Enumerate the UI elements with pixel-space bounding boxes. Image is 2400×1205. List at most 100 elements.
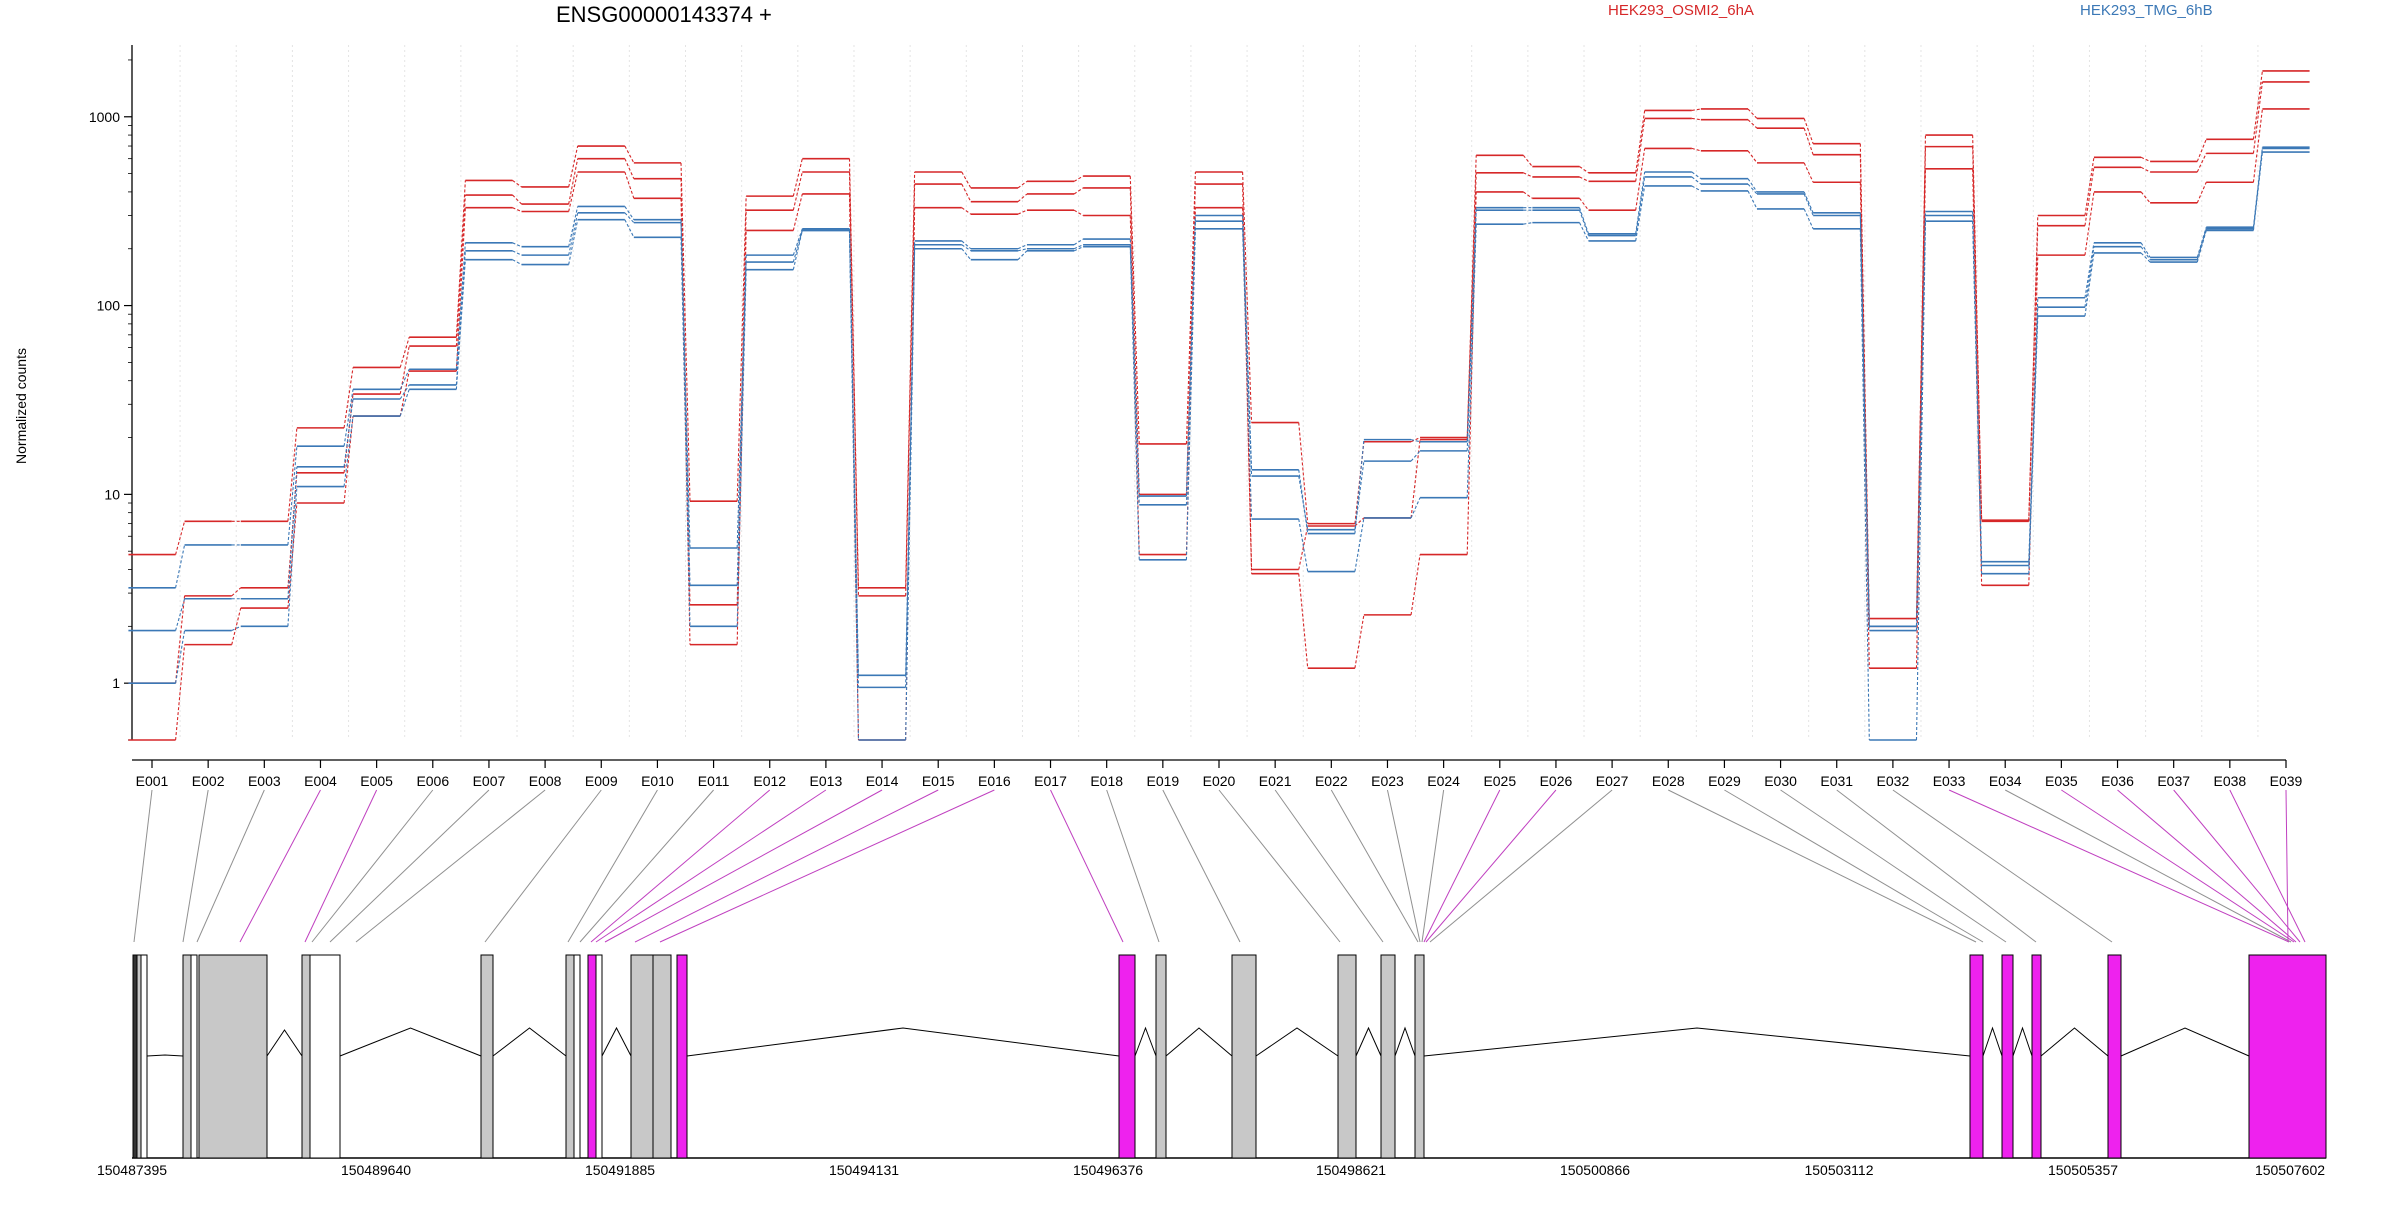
data-connector xyxy=(343,398,354,467)
grid-lines xyxy=(179,45,2259,740)
data-connector xyxy=(1298,475,1309,530)
data-connector xyxy=(2028,316,2039,574)
data-connector xyxy=(624,145,635,164)
data-connector xyxy=(680,162,691,502)
exon-connector-line xyxy=(604,789,883,943)
data-connector xyxy=(1073,238,1084,246)
exon-connector-line xyxy=(1423,789,1501,943)
x-tick-label: E027 xyxy=(1596,773,1629,789)
data-connector xyxy=(568,212,579,256)
data-connector xyxy=(1522,154,1533,167)
data-connector xyxy=(343,367,354,428)
data-connector xyxy=(792,171,803,211)
data-connector xyxy=(2140,246,2151,261)
data-connector xyxy=(961,244,972,252)
exon-connector-line xyxy=(2173,789,2301,943)
data-connector xyxy=(1747,178,1758,193)
data-connector xyxy=(399,337,410,368)
exon-connector-line xyxy=(1330,789,1419,943)
data-connector xyxy=(231,607,242,645)
data-connector xyxy=(624,158,635,179)
data-connector xyxy=(1691,176,1702,185)
data-connector xyxy=(1859,154,1870,627)
data-connector xyxy=(399,346,410,395)
data-connector xyxy=(961,207,972,215)
data-connector xyxy=(961,248,972,261)
exon-connector-line xyxy=(329,789,490,943)
data-connector xyxy=(1635,118,1646,182)
coordinate-label: 150494131 xyxy=(829,1162,899,1178)
x-tick-label: E036 xyxy=(2101,773,2134,789)
data-connector xyxy=(455,195,466,347)
x-tick-label: E039 xyxy=(2270,773,2303,789)
exon-block xyxy=(1337,954,1357,1159)
exon-connector-line xyxy=(1668,789,1977,943)
data-connector xyxy=(2196,139,2207,162)
data-connector xyxy=(399,389,410,417)
exon-block xyxy=(565,954,575,1159)
y-tick-label: 100 xyxy=(97,298,121,314)
exon-connector-line xyxy=(1948,789,2290,943)
data-connector xyxy=(1691,117,1701,121)
exon-block xyxy=(309,954,341,1159)
data-connector xyxy=(1803,191,1814,214)
data-connector xyxy=(680,198,691,645)
data-connector xyxy=(1747,108,1758,119)
data-connector xyxy=(2140,242,2151,258)
data-connector xyxy=(792,230,803,270)
data-connector xyxy=(2084,191,2095,256)
exon-connector-line xyxy=(1429,789,1613,943)
data-connector xyxy=(512,194,522,205)
intron-line xyxy=(1982,1026,2003,1057)
x-tick-label: E038 xyxy=(2213,773,2246,789)
data-connector xyxy=(1803,193,1814,216)
data-connector xyxy=(1523,172,1533,178)
data-connector xyxy=(1859,212,1870,627)
intron-line xyxy=(492,1027,567,1057)
data-connector xyxy=(512,180,522,188)
data-connector xyxy=(1298,525,1309,570)
data-connector xyxy=(1635,110,1646,173)
y-tick-label: 10 xyxy=(104,486,120,502)
data-connector xyxy=(2196,182,2207,204)
data-connector xyxy=(1354,614,1365,669)
exon-connector-line xyxy=(355,789,546,943)
intron-line xyxy=(2012,1026,2033,1057)
data-connector xyxy=(568,145,579,188)
exon-block xyxy=(1969,954,1984,1159)
exon-block xyxy=(1155,954,1167,1159)
data-connector xyxy=(1185,207,1196,555)
data-connector xyxy=(1915,221,1927,741)
data-connector xyxy=(1017,250,1028,261)
data-connector xyxy=(1747,119,1758,129)
data-connector xyxy=(1803,118,1814,144)
y-tick-label: 1 xyxy=(112,675,120,691)
data-connector xyxy=(287,486,298,627)
data-connector xyxy=(736,262,747,586)
data-connector xyxy=(624,206,635,221)
data-connector xyxy=(512,242,522,248)
series-5 xyxy=(128,151,2310,741)
data-connector xyxy=(1803,162,1814,183)
exon-block xyxy=(652,954,672,1159)
data-connector xyxy=(848,158,860,588)
exon-block xyxy=(198,954,268,1159)
data-connector xyxy=(175,644,186,741)
exon-connector-line xyxy=(579,789,714,943)
data-connector xyxy=(1523,191,1533,199)
data-connector xyxy=(1747,150,1758,164)
data-connector xyxy=(287,446,298,545)
x-tick-label: E030 xyxy=(1764,773,1797,789)
exon-block xyxy=(190,954,198,1159)
data-connector xyxy=(231,587,242,597)
x-tick-label: E017 xyxy=(1034,773,1067,789)
exon-block xyxy=(676,954,688,1159)
data-connector xyxy=(1859,215,1870,631)
x-tick-label: E037 xyxy=(2157,773,2190,789)
series-lines xyxy=(128,70,2310,741)
data-connector xyxy=(1410,450,1421,462)
legend-label-tmg: HEK293_TMG_6hB xyxy=(2080,2,2213,19)
exon-block xyxy=(2031,954,2042,1159)
data-connector xyxy=(1915,168,1927,669)
data-connector xyxy=(1972,146,1983,522)
